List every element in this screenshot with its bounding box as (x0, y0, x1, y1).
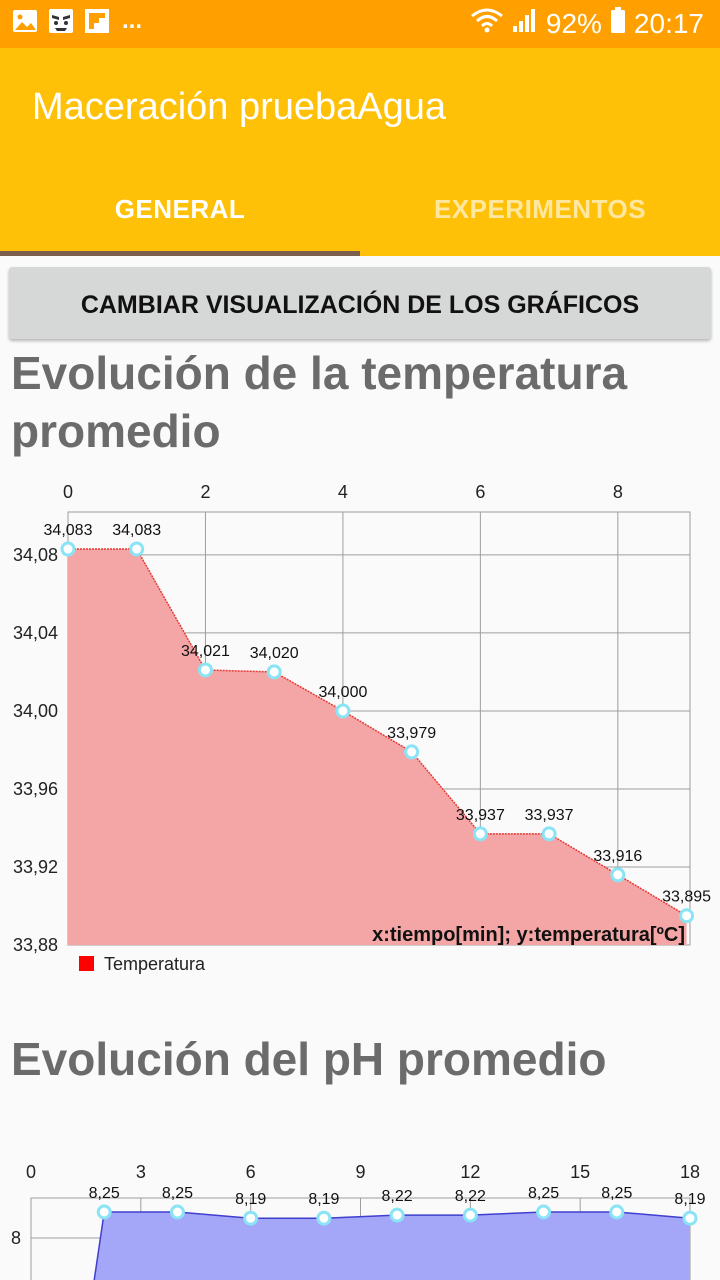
ph-data-point (682, 1210, 698, 1226)
temperature-chart-title-line1: Evolución de la temperatura (11, 347, 628, 399)
ph-x-tick-label: 9 (355, 1162, 365, 1182)
ph-x-tick-label: 12 (460, 1162, 480, 1182)
temp-data-point (679, 908, 695, 924)
temperature-chart-title: Evolución de la temperatura promedio (11, 344, 627, 460)
app-title: Maceración pruebaAgua (32, 86, 447, 128)
tab-general[interactable]: GENERAL (114, 194, 246, 224)
temp-x-tick-label: 6 (475, 482, 485, 502)
tab-indicator (0, 251, 360, 256)
ph-data-point (389, 1207, 405, 1223)
temp-y-tick-label: 34,08 (13, 545, 58, 565)
clock: 20:17 (633, 7, 704, 39)
temp-data-point (266, 664, 282, 680)
temp-data-point (197, 662, 213, 678)
temp-y-tick-label: 34,04 (13, 623, 58, 643)
temp-data-label: 34,021 (181, 643, 230, 660)
ph-data-point (169, 1204, 185, 1220)
ph-data-point (96, 1204, 112, 1220)
temp-legend-swatch (79, 956, 94, 971)
temp-data-point (541, 826, 557, 842)
ph-area-fill (94, 1212, 690, 1280)
ph-data-label: 8,19 (235, 1191, 266, 1208)
temp-data-label: 33,895 (662, 889, 711, 906)
temp-y-tick-label: 33,96 (13, 779, 58, 799)
ph-data-point (536, 1204, 552, 1220)
notification-icons: ... (12, 8, 142, 34)
temp-x-tick-label: 8 (613, 482, 623, 502)
ph-data-label: 8,19 (674, 1191, 705, 1208)
battery-icon (610, 6, 626, 41)
temp-area-fill (68, 549, 687, 945)
temp-legend-label: Temperatura (104, 954, 206, 974)
ph-data-label: 8,25 (162, 1185, 193, 1202)
wifi-icon (470, 6, 504, 41)
temp-data-label: 34,083 (44, 522, 93, 539)
temperature-chart: 0 2 4 6 8 34,08 34,04 34,00 33,96 33,92 33,88 34,08… (13, 482, 711, 974)
ph-x-tick-label: 18 (680, 1162, 700, 1182)
more-notifications-indicator: ... (122, 7, 143, 34)
ph-chart: 0 3 6 9 12 15 18 8 8,25 8,25 8,19 8,19 8,22 8,22 8,25 8… (11, 1162, 706, 1280)
temp-data-point (60, 541, 76, 557)
ph-data-point (316, 1210, 332, 1226)
temp-x-tick-label: 4 (338, 482, 348, 502)
temp-y-tick-label: 34,00 (13, 701, 58, 721)
battery-percentage: 92% (545, 7, 602, 39)
ph-series-line (93, 1211, 691, 1280)
temp-y-tick-label: 33,92 (13, 857, 58, 877)
temp-data-point (472, 826, 488, 842)
ph-x-tick-label: 0 (26, 1162, 36, 1182)
temp-data-point (404, 744, 420, 760)
ph-x-tick-label: 6 (246, 1162, 256, 1182)
signal-icon (512, 6, 538, 41)
temp-data-point (610, 867, 626, 883)
ph-x-tick-label: 3 (136, 1162, 146, 1182)
temp-series-line (68, 548, 687, 917)
change-visualization-button[interactable]: CAMBIAR VISUALIZACIÓN DE LOS GRÁFICOS (9, 267, 711, 339)
temp-axis-note: x:tiempo[min]; y:temperatura[ºC] (372, 924, 685, 946)
image-icon (12, 8, 38, 34)
flipboard-icon (84, 8, 110, 34)
ph-data-label: 8,22 (455, 1188, 486, 1205)
temp-x-tick-label: 0 (63, 482, 73, 502)
ph-data-point (609, 1204, 625, 1220)
ph-data-point (243, 1210, 259, 1226)
app-bar: Maceración pruebaAgua GENERAL EXPERIMENT… (0, 48, 720, 256)
face-app-icon (48, 8, 74, 34)
ph-chart-title: Evolución del pH promedio (11, 1033, 607, 1085)
temp-data-label: 34,020 (250, 645, 299, 662)
temp-data-point (335, 703, 351, 719)
temp-data-label: 33,937 (456, 807, 505, 824)
ph-x-tick-label: 15 (570, 1162, 590, 1182)
ph-data-label: 8,19 (308, 1191, 339, 1208)
ph-data-label: 8,25 (601, 1185, 632, 1202)
ph-data-label: 8,22 (382, 1188, 413, 1205)
ph-data-point (462, 1207, 478, 1223)
temp-y-tick-label: 33,88 (13, 935, 58, 955)
temp-x-tick-label: 2 (200, 482, 210, 502)
temp-data-label: 33,916 (593, 848, 642, 865)
temp-data-label: 33,937 (525, 807, 574, 824)
temp-data-label: 33,979 (387, 725, 436, 742)
temp-data-point (129, 541, 145, 557)
ph-y-tick-label: 8 (11, 1228, 21, 1248)
temperature-chart-title-line2: promedio (11, 405, 221, 457)
temp-data-label: 34,000 (318, 684, 367, 701)
ph-data-label: 8,25 (528, 1185, 559, 1202)
status-bar: ... 92% 20:17 (0, 0, 720, 48)
ph-data-label: 8,25 (89, 1185, 120, 1202)
temp-data-label: 34,083 (112, 522, 161, 539)
tab-experimentos[interactable]: EXPERIMENTOS (433, 194, 647, 224)
